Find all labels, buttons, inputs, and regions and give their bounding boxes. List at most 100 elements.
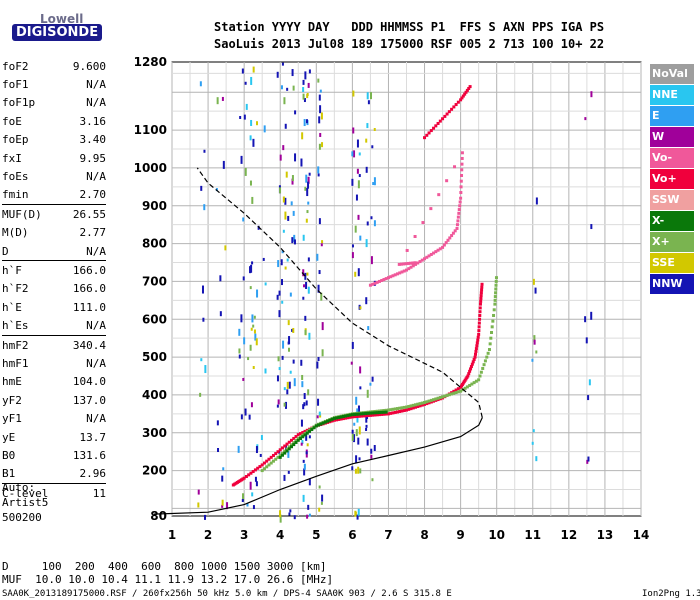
noise-echo (286, 87, 289, 91)
echo-point-vo (459, 185, 463, 189)
noise-echo (199, 81, 202, 87)
noise-echo (288, 381, 291, 389)
noise-echo (203, 514, 206, 520)
noise-echo (200, 185, 203, 191)
noise-echo (200, 358, 203, 362)
noise-echo (255, 446, 258, 454)
noise-echo (304, 272, 307, 280)
noise-echo (370, 454, 373, 459)
noise-echo (306, 94, 309, 99)
param-value: 3.16 (79, 114, 107, 128)
echo-point-vo (397, 262, 401, 266)
noise-echo (307, 82, 310, 88)
noise-echo (301, 381, 304, 388)
noise-echo (279, 510, 282, 518)
echo-point-vo (355, 414, 359, 418)
echo-point-x (285, 447, 289, 451)
echo-point-vo (384, 277, 388, 281)
param-value: 2.70 (79, 188, 107, 202)
echo-point-vo (446, 238, 450, 242)
noise-echo (584, 117, 587, 121)
noise-echo (357, 214, 360, 220)
echo-point-vo (380, 412, 384, 416)
logo-digisonde: DIGISONDE (12, 24, 103, 41)
noise-echo (354, 468, 357, 474)
echo-point-vo (478, 302, 482, 306)
echo-point-vo (386, 412, 390, 416)
echo-point-x (357, 412, 361, 416)
header-labels: Station YYYY DAY DDD HHMMSS P1 FFS S AXN… (214, 20, 605, 34)
echo-point-vo (423, 257, 427, 261)
echo-point-vo (478, 317, 482, 321)
auto-program: Artist5 (2, 496, 49, 509)
noise-echo (531, 441, 534, 445)
noise-echo (355, 455, 358, 464)
echo-point-x (486, 351, 490, 355)
noise-echo (283, 387, 286, 391)
echo-point-x (339, 415, 343, 419)
noise-echo (321, 494, 324, 502)
param-name: yF2 (2, 393, 22, 407)
noise-echo (294, 110, 297, 115)
legend-item-x: X- (650, 211, 694, 231)
noise-echo (308, 513, 311, 517)
echo-point-vo (341, 417, 345, 421)
noise-echo (245, 103, 248, 110)
param-value: 11 (92, 486, 106, 500)
echo-point-vo (375, 413, 379, 417)
echo-point-vo (480, 282, 484, 286)
noise-echo (202, 317, 205, 322)
echo-point-vo (469, 365, 473, 369)
echo-point-vo (425, 402, 429, 406)
noise-echo (249, 344, 252, 351)
legend-item-e: E (650, 106, 694, 126)
noise-echo (304, 329, 307, 335)
noise-echo (279, 154, 282, 161)
echo-point-x (353, 412, 357, 416)
echo-point-vo (450, 234, 454, 238)
echo-point-vo (477, 321, 481, 325)
echo-point-x (414, 403, 418, 407)
echo-point-vo (418, 260, 422, 264)
noise-echo (307, 176, 310, 184)
echo-point-vo (467, 86, 471, 90)
noise-echo (221, 504, 224, 508)
echo-point-vo (353, 415, 357, 419)
echo-point-x (420, 401, 424, 405)
noise-echo (284, 123, 287, 129)
echo-point-vo (447, 110, 451, 114)
echo-point-vo (373, 413, 377, 417)
echo-point-vo (460, 96, 464, 100)
echo-point-vo (389, 411, 393, 415)
echo-point-vo (364, 414, 368, 418)
noise-echo (252, 66, 255, 73)
echo-point-vo (427, 254, 431, 258)
noise-echo (303, 284, 306, 288)
noise-echo (246, 503, 249, 507)
echo-point-vo (453, 229, 457, 233)
noise-echo (366, 123, 369, 129)
echo-point-x (409, 404, 413, 408)
noise-echo (257, 225, 260, 230)
noise-echo (216, 97, 219, 105)
noise-echo (241, 68, 244, 74)
header-values: SaoLuis 2013 Jul08 189 175000 RSF 005 2 … (214, 37, 605, 51)
noise-echo (307, 201, 310, 205)
noise-echo (321, 240, 324, 244)
echo-point-x (335, 416, 339, 420)
y-tick-label: 1280 (134, 55, 167, 69)
noise-echo (222, 467, 225, 471)
echo-point-vo (404, 262, 408, 266)
noise-echo (318, 270, 321, 275)
echo-point-x (380, 410, 384, 414)
echo-point-x (287, 445, 291, 449)
noise-echo (587, 456, 590, 462)
noise-echo (282, 229, 285, 233)
echo-point-vo (274, 452, 278, 456)
noise-echo (370, 256, 373, 265)
noise-echo (357, 508, 360, 516)
noise-echo (292, 327, 295, 333)
legend-item-sse: SSE (650, 253, 694, 273)
param-value: 166.0 (72, 263, 106, 277)
echo-point-x (487, 348, 491, 352)
